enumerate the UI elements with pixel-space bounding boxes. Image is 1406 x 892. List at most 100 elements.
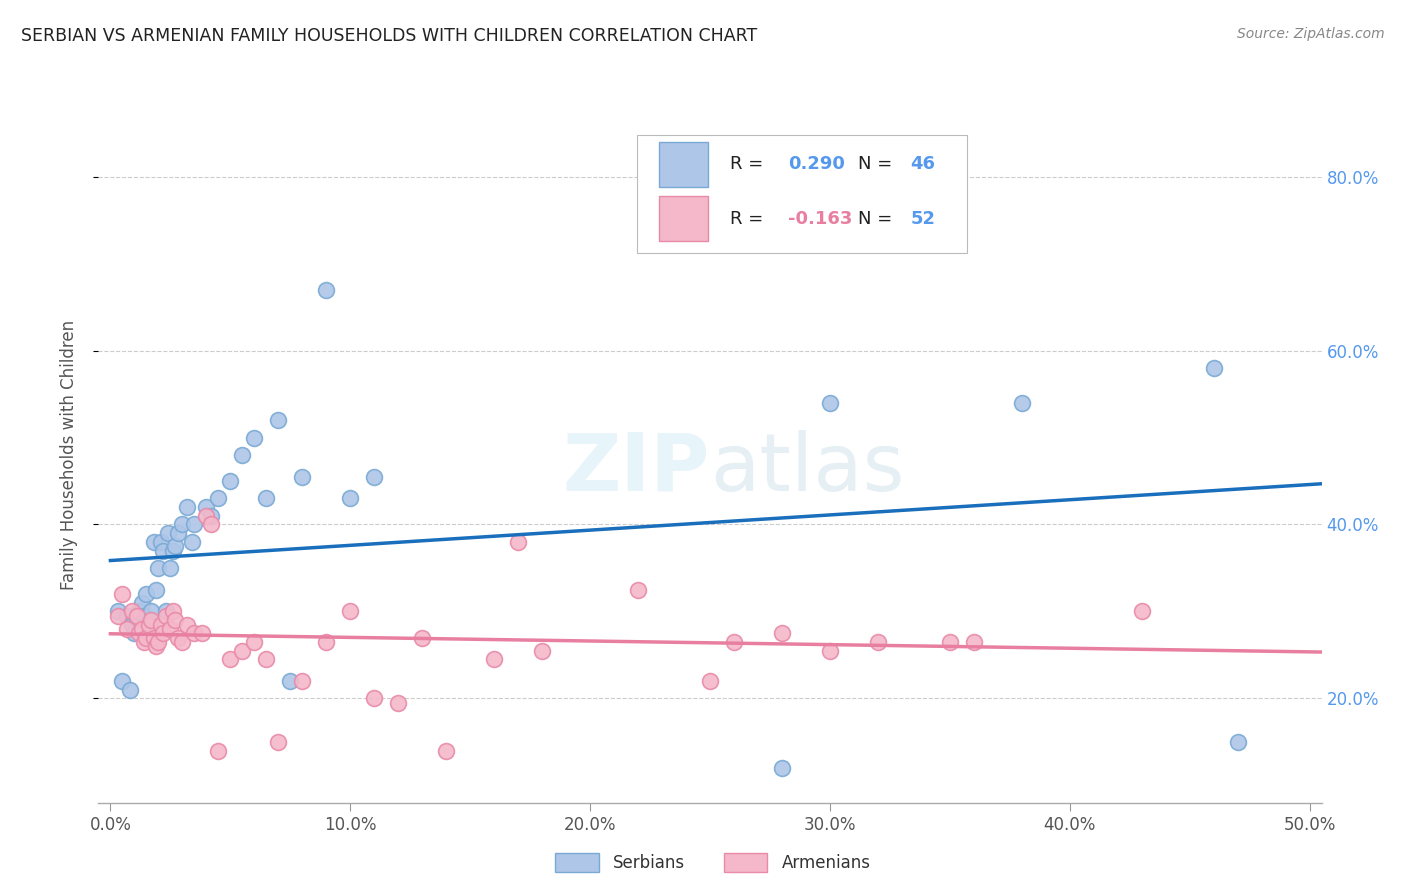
Point	[111, 674, 134, 689]
Point	[148, 561, 170, 575]
Point	[508, 534, 530, 549]
Point	[128, 626, 150, 640]
Text: N =: N =	[858, 155, 898, 173]
Point	[1130, 605, 1153, 619]
Point	[243, 430, 266, 444]
Bar	[658, 196, 707, 242]
Point	[111, 587, 134, 601]
Point	[145, 582, 167, 597]
Point	[131, 596, 153, 610]
Point	[176, 617, 198, 632]
Point	[181, 534, 204, 549]
Text: 52: 52	[911, 210, 935, 227]
Point	[156, 526, 179, 541]
Point	[195, 508, 218, 523]
Bar	[658, 142, 707, 187]
Point	[231, 448, 253, 462]
Point	[339, 491, 361, 506]
Point	[219, 474, 242, 488]
Point	[132, 608, 155, 623]
Point	[231, 643, 253, 657]
Point	[149, 617, 172, 632]
Point	[165, 539, 187, 553]
Point	[291, 469, 314, 483]
Point	[155, 605, 177, 619]
Text: atlas: atlas	[710, 430, 904, 508]
Text: Source: ZipAtlas.com: Source: ZipAtlas.com	[1237, 27, 1385, 41]
Point	[770, 626, 793, 640]
Point	[124, 626, 146, 640]
Point	[135, 587, 157, 601]
Point	[152, 626, 174, 640]
Point	[138, 617, 160, 632]
Point	[207, 744, 229, 758]
Point	[166, 526, 188, 541]
Point	[363, 469, 385, 483]
Point	[141, 613, 163, 627]
Text: 0.290: 0.290	[789, 155, 845, 173]
Point	[166, 631, 188, 645]
Point	[866, 635, 889, 649]
Point	[149, 534, 172, 549]
Point	[434, 744, 457, 758]
Point	[115, 608, 138, 623]
Point	[387, 696, 409, 710]
Text: SERBIAN VS ARMENIAN FAMILY HOUSEHOLDS WITH CHILDREN CORRELATION CHART: SERBIAN VS ARMENIAN FAMILY HOUSEHOLDS WI…	[21, 27, 758, 45]
Point	[148, 635, 170, 649]
Point	[254, 652, 277, 666]
Point	[152, 543, 174, 558]
Point	[172, 517, 194, 532]
Point	[183, 626, 205, 640]
Point	[723, 635, 745, 649]
Point	[145, 639, 167, 653]
Point	[315, 635, 337, 649]
Text: R =: R =	[730, 210, 769, 227]
Point	[770, 761, 793, 775]
Y-axis label: Family Households with Children: Family Households with Children	[59, 320, 77, 590]
Point	[195, 500, 218, 514]
Point	[200, 517, 222, 532]
Point	[162, 605, 184, 619]
Point	[190, 626, 212, 640]
Point	[183, 517, 205, 532]
Point	[176, 500, 198, 514]
Point	[1226, 735, 1249, 749]
Point	[125, 608, 148, 623]
Point	[219, 652, 242, 666]
Point	[339, 605, 361, 619]
Point	[159, 622, 181, 636]
Point	[155, 608, 177, 623]
Point	[267, 413, 290, 427]
Point	[254, 491, 277, 506]
Point	[138, 613, 160, 627]
Point	[267, 735, 290, 749]
Text: -0.163: -0.163	[789, 210, 852, 227]
Point	[291, 674, 314, 689]
Point	[939, 635, 962, 649]
Point	[315, 283, 337, 297]
Point	[963, 635, 986, 649]
Point	[121, 605, 143, 619]
Point	[141, 605, 163, 619]
Point	[118, 682, 141, 697]
Point	[142, 534, 165, 549]
FancyBboxPatch shape	[637, 135, 967, 253]
Point	[1202, 361, 1225, 376]
Point	[115, 622, 138, 636]
Point	[699, 674, 721, 689]
Point	[125, 613, 148, 627]
Point	[121, 617, 143, 632]
Point	[162, 543, 184, 558]
Text: Armenians: Armenians	[782, 854, 870, 871]
Point	[159, 561, 181, 575]
Point	[107, 605, 129, 619]
Point	[172, 635, 194, 649]
Point	[131, 622, 153, 636]
Text: R =: R =	[730, 155, 769, 173]
Text: ZIP: ZIP	[562, 430, 710, 508]
Point	[243, 635, 266, 649]
Text: 46: 46	[911, 155, 935, 173]
Text: Serbians: Serbians	[613, 854, 685, 871]
Point	[531, 643, 554, 657]
Point	[142, 631, 165, 645]
